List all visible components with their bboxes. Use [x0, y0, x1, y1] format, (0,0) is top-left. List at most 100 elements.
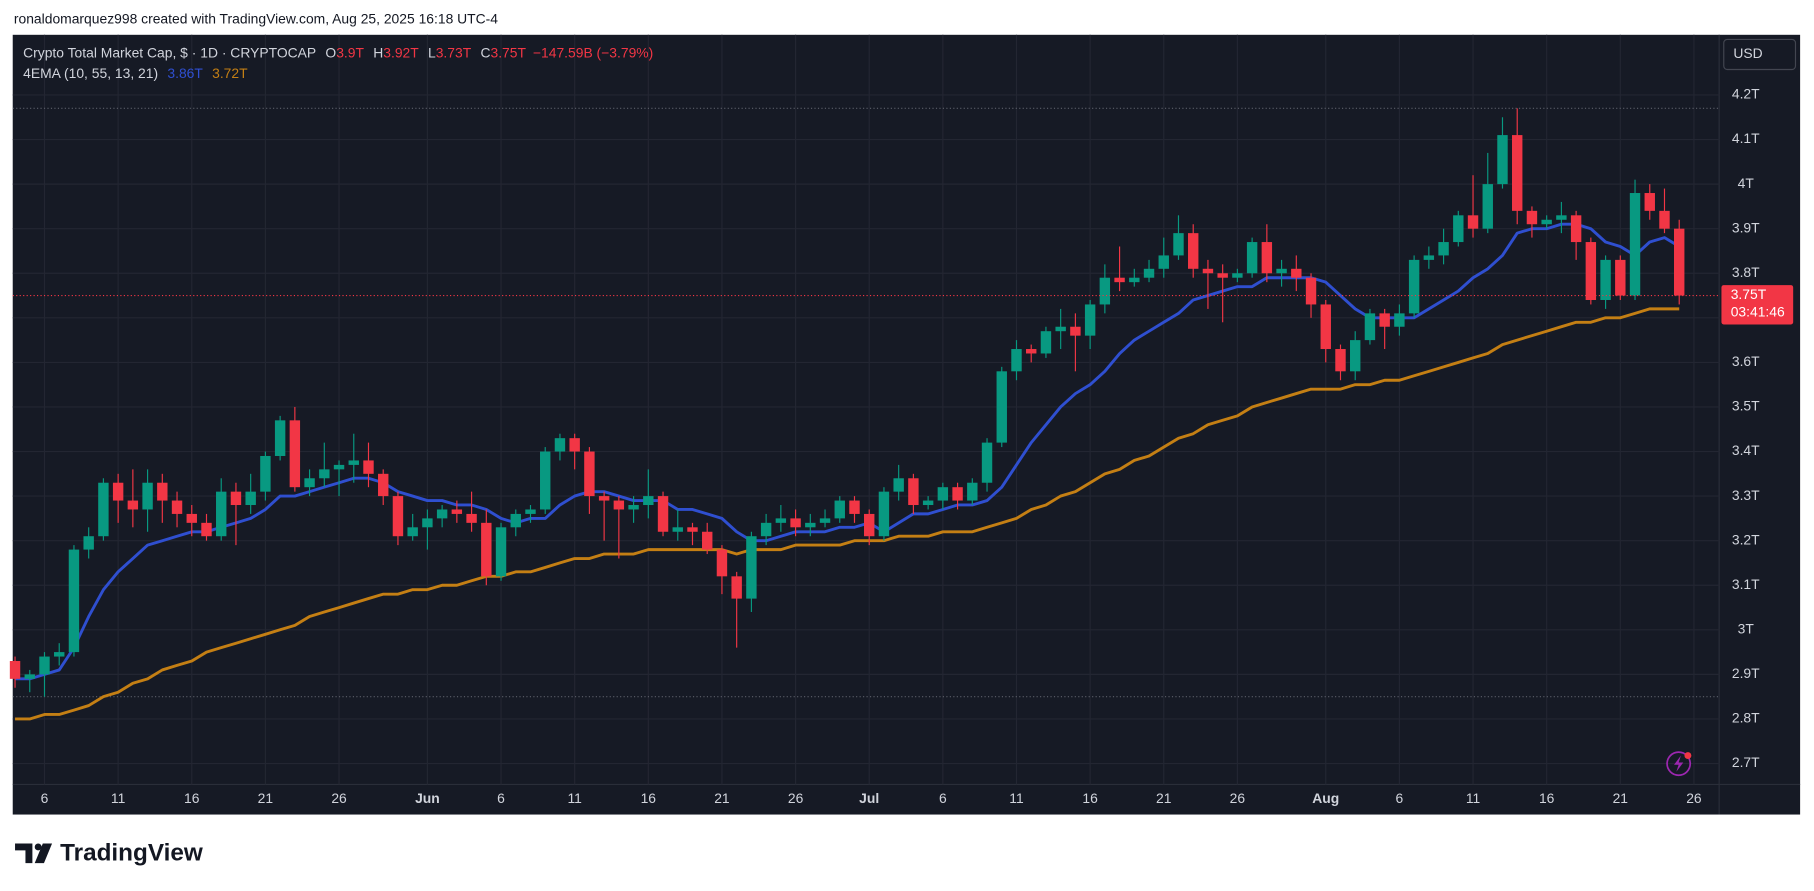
- candle-body: [1364, 313, 1376, 341]
- candle-body: [702, 531, 713, 550]
- candle-body: [1232, 273, 1243, 278]
- candle-body: [348, 460, 359, 465]
- y-tick-label: 3.2T: [1732, 531, 1760, 547]
- candle-body: [598, 496, 610, 501]
- x-tick-label: 26: [331, 790, 347, 806]
- candle-body: [333, 464, 345, 470]
- candle-body: [1158, 255, 1169, 269]
- currency-button[interactable]: [1723, 38, 1797, 71]
- legend-value: 3.75T: [490, 44, 526, 60]
- y-tick-label: 4T: [1738, 175, 1755, 191]
- candle-body: [760, 522, 772, 537]
- candle-body: [481, 522, 492, 577]
- candle-body: [39, 656, 50, 675]
- y-tick-label: 2.8T: [1732, 710, 1760, 726]
- candle-body: [83, 536, 94, 550]
- alert-dot: [1684, 752, 1692, 760]
- x-tick-label: 21: [714, 790, 730, 806]
- candle-body: [1408, 259, 1420, 314]
- candle-body: [112, 482, 124, 501]
- candle-body: [1541, 219, 1552, 225]
- candle-body: [1114, 277, 1125, 283]
- legend-value: 3.9T: [336, 44, 364, 60]
- candle-body: [849, 500, 860, 514]
- candle-body: [746, 536, 757, 599]
- candle-body: [716, 549, 728, 577]
- x-tick-label: 11: [1466, 790, 1481, 806]
- x-tick-label: 16: [1539, 790, 1555, 806]
- y-tick-label: 2.7T: [1732, 754, 1760, 770]
- y-tick-label: 3.6T: [1732, 353, 1760, 369]
- last-price-tag: [1721, 285, 1794, 325]
- candle-body: [1188, 233, 1199, 269]
- last-price-label: 3.75T: [1731, 286, 1767, 302]
- candle-body: [584, 451, 595, 497]
- x-tick-label: 6: [939, 790, 947, 806]
- candle-body: [1261, 242, 1273, 274]
- candle-body: [392, 496, 404, 537]
- candle-body: [54, 652, 65, 657]
- candle-body: [1600, 259, 1611, 300]
- legend-title: Crypto Total Market Cap, $ · 1D · CRYPTO…: [23, 44, 316, 60]
- candle-body: [687, 527, 698, 532]
- x-tick-label: 16: [641, 790, 657, 806]
- candle-body: [1173, 233, 1184, 256]
- candle-body: [436, 509, 448, 519]
- candle-body: [819, 518, 831, 523]
- y-tick-label: 3T: [1738, 620, 1755, 636]
- candle-body: [878, 491, 890, 537]
- x-tick-label: 26: [788, 790, 804, 806]
- alert-icon[interactable]: [1666, 751, 1692, 777]
- currency[interactable]: USD: [1733, 45, 1762, 61]
- candle-body: [937, 487, 949, 501]
- candle-body: [230, 491, 242, 506]
- candle-body: [9, 661, 21, 679]
- candle-body: [1246, 242, 1258, 274]
- candle-body: [525, 509, 536, 514]
- candle-body: [451, 509, 463, 514]
- y-tick-label: 3.3T: [1732, 487, 1760, 503]
- legend-key: H: [373, 44, 383, 60]
- legend-value: 3.92T: [383, 44, 419, 60]
- candle-body: [1320, 304, 1331, 350]
- x-tick-label: 6: [497, 790, 505, 806]
- alert-circle[interactable]: [1666, 751, 1692, 777]
- candle-body: [319, 469, 330, 479]
- x-tick-label: 6: [1396, 790, 1404, 806]
- candle-body: [68, 549, 80, 653]
- candle-body: [304, 478, 315, 488]
- y-tick-label: 3.1T: [1732, 576, 1760, 592]
- candle-body: [1305, 277, 1317, 305]
- candle-body: [98, 482, 109, 537]
- candle-body: [834, 500, 845, 519]
- countdown: 03:41:46: [1731, 304, 1785, 320]
- ema-line: [15, 307, 1680, 721]
- candle-body: [1026, 349, 1037, 354]
- candle-body: [289, 420, 301, 488]
- y-tick-label: 2.9T: [1732, 665, 1760, 681]
- candle-body: [274, 420, 286, 456]
- candle-body: [1556, 215, 1567, 220]
- candle-body: [201, 522, 212, 537]
- candle-body: [967, 482, 978, 501]
- candle-body: [142, 482, 153, 510]
- candle-body: [554, 438, 566, 452]
- candle-body: [1585, 242, 1597, 300]
- x-tick-label: 16: [184, 790, 200, 806]
- candle-body: [790, 518, 801, 528]
- alert-bolt[interactable]: [1674, 755, 1684, 772]
- x-tick-label: Aug: [1312, 790, 1339, 806]
- candle-body: [1040, 331, 1052, 354]
- candle-body: [1335, 349, 1346, 372]
- candle-body: [1291, 268, 1302, 278]
- legend-change: −147.59B (−3.79%): [533, 44, 653, 60]
- candle-body: [643, 496, 654, 506]
- candle-body: [1070, 326, 1081, 336]
- indicator-name: 4EMA (10, 55, 13, 21): [23, 65, 158, 81]
- candle-body: [1350, 340, 1361, 372]
- y-tick-label: 3.8T: [1732, 264, 1760, 280]
- candle-body: [569, 438, 580, 452]
- x-tick-label: 26: [1686, 790, 1702, 806]
